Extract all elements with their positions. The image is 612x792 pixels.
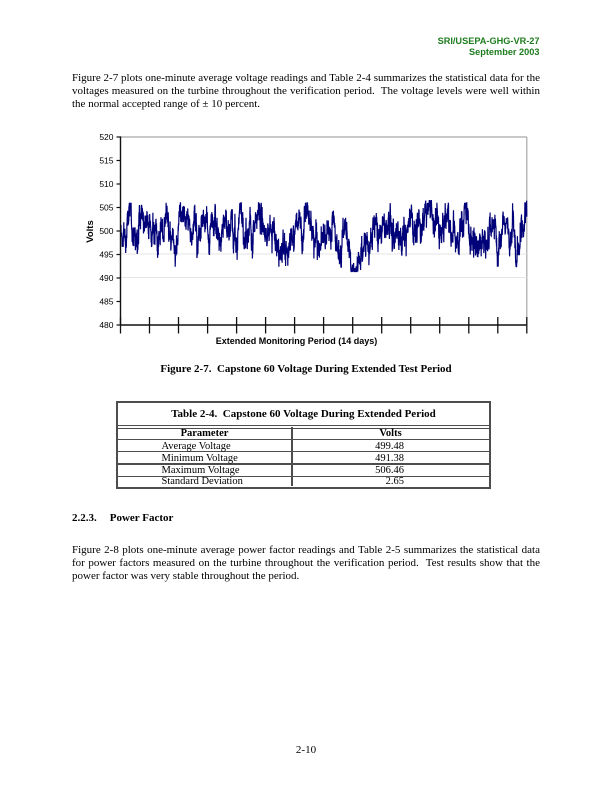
svg-text:Volts: Volts xyxy=(85,220,96,243)
svg-text:495: 495 xyxy=(99,250,113,260)
svg-text:510: 510 xyxy=(99,179,113,189)
svg-text:485: 485 xyxy=(99,297,113,307)
svg-text:505: 505 xyxy=(99,203,113,213)
svg-text:500: 500 xyxy=(99,226,113,236)
svg-text:515: 515 xyxy=(99,156,113,166)
svg-text:520: 520 xyxy=(99,132,113,142)
svg-text:490: 490 xyxy=(99,273,113,283)
svg-text:Extended Monitoring Period (14: Extended Monitoring Period (14 days) xyxy=(216,336,378,346)
svg-text:480: 480 xyxy=(99,320,113,330)
